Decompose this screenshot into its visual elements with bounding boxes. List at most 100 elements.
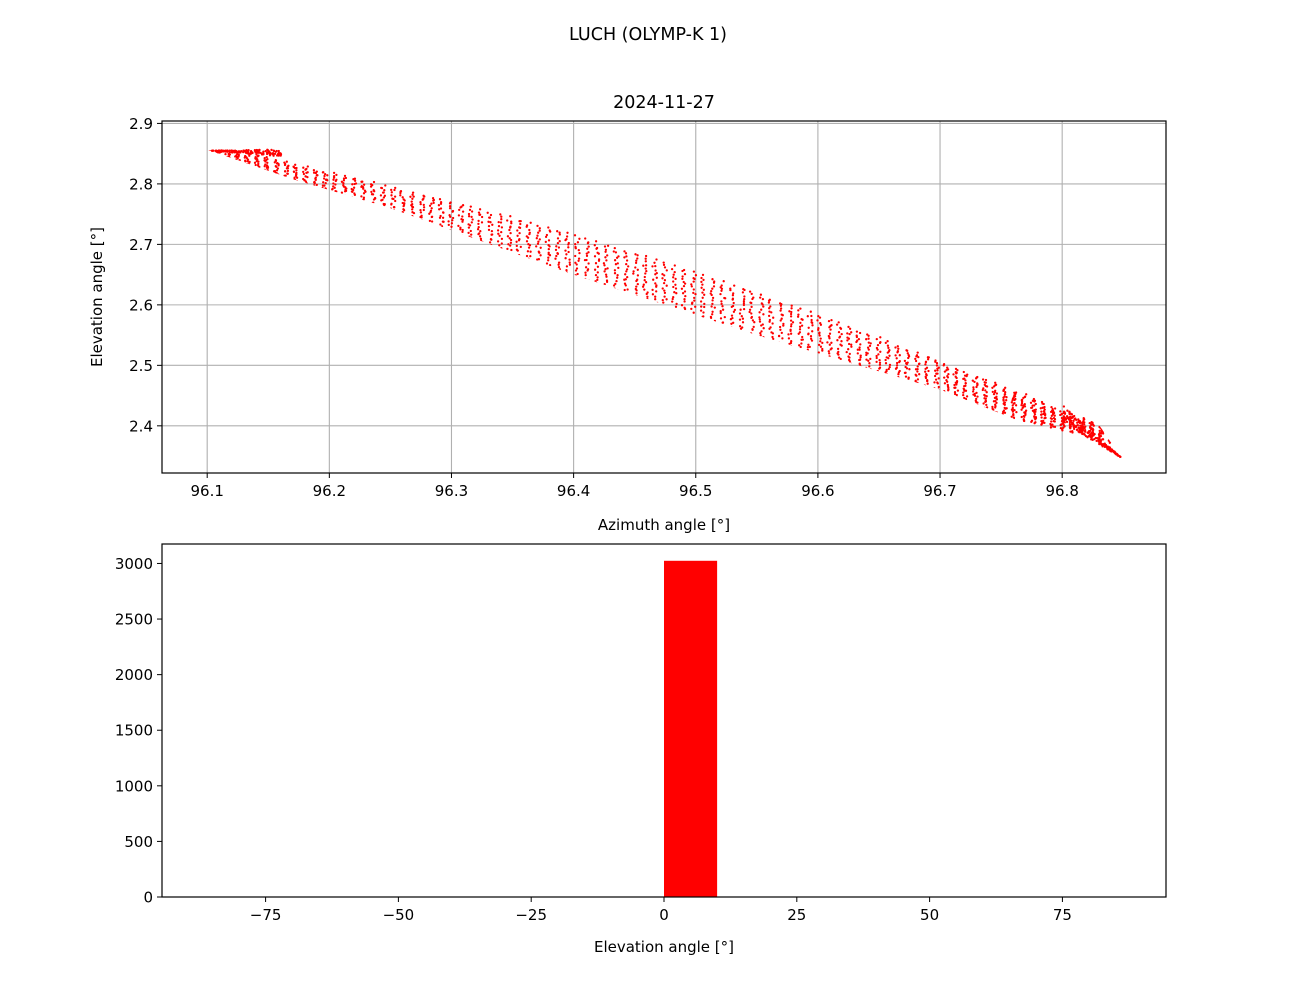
scatter-point (583, 291, 587, 294)
scatter-point (350, 187, 353, 191)
histogram-x-tick-label: 0 (659, 906, 669, 924)
scatter-point (215, 158, 218, 161)
scatter-point (379, 207, 383, 210)
scatter-point (945, 379, 948, 382)
scatter-point (267, 177, 270, 180)
scatter-point (314, 188, 317, 192)
scatter-point (982, 402, 985, 405)
scatter-point (877, 353, 880, 356)
scatter-point (636, 316, 639, 319)
scatter-point (272, 149, 276, 153)
scatter-point (411, 222, 414, 225)
scatter-point (624, 309, 628, 312)
scatter-point (1109, 426, 1112, 429)
scatter-point (226, 159, 229, 163)
histogram-y-tick-label: 1500 (115, 722, 153, 740)
scatter-point (1040, 416, 1043, 419)
scatter-point (584, 277, 587, 281)
scatter-point (351, 201, 354, 204)
scatter-point (937, 377, 940, 380)
scatter-point (868, 344, 872, 348)
scatter-point (779, 309, 782, 312)
scatter-point (624, 278, 627, 281)
scatter-point (497, 220, 500, 224)
scatter-point (428, 223, 431, 226)
scatter-point (1089, 425, 1092, 428)
scatter-point (420, 228, 423, 231)
scatter-point (1116, 453, 1120, 457)
scatter-point (380, 186, 383, 190)
scatter-point (1029, 401, 1033, 404)
scatter-point (380, 214, 383, 217)
scatter-point (461, 215, 464, 218)
scatter-point (856, 368, 860, 371)
scatter-point (587, 245, 590, 248)
scatter-point (946, 383, 949, 387)
scatter-point (972, 393, 975, 396)
scatter-point (343, 195, 346, 198)
scatter-point (711, 287, 714, 290)
scatter-point (234, 160, 237, 163)
scatter-point (719, 317, 723, 320)
scatter-point (411, 211, 414, 214)
scatter-point (710, 289, 713, 293)
scatter-point (536, 224, 539, 228)
scatter-point (681, 277, 684, 281)
scatter-point (266, 161, 269, 164)
scatter-point (481, 241, 484, 244)
scatter-point (243, 168, 246, 172)
scatter-point (547, 239, 551, 242)
scatter-point (953, 383, 956, 387)
scatter-point (934, 393, 937, 396)
scatter-point (500, 230, 503, 234)
scatter-point (654, 295, 657, 298)
scatter-point (556, 237, 560, 240)
scatter-point (1033, 415, 1036, 418)
scatter-points (208, 141, 1122, 459)
scatter-point (382, 196, 386, 199)
scatter-point (672, 276, 675, 279)
scatter-point (731, 316, 734, 320)
scatter-point (432, 201, 435, 205)
scatter-point (972, 386, 975, 389)
scatter-point (342, 177, 346, 180)
scatter-point (583, 290, 587, 293)
scatter-point (302, 172, 306, 176)
scatter-point (468, 208, 472, 212)
scatter-point (985, 403, 988, 407)
scatter-point (516, 270, 519, 273)
scatter-point (917, 390, 920, 394)
scatter-point (652, 278, 655, 281)
scatter-point (858, 358, 862, 361)
histogram-x-tick-label: −25 (515, 906, 547, 924)
scatter-point (759, 346, 762, 350)
scatter-point (806, 348, 809, 352)
scatter-point (1120, 441, 1121, 444)
scatter-point (516, 234, 519, 237)
scatter-point (750, 305, 753, 309)
scatter-point (758, 353, 761, 356)
scatter-point (1082, 426, 1085, 429)
scatter-point (1071, 431, 1074, 434)
scatter-point (352, 206, 355, 209)
scatter-point (460, 245, 463, 248)
scatter-point (857, 337, 861, 341)
scatter-point (1025, 393, 1028, 396)
scatter-point (612, 284, 616, 287)
scatter-point (603, 283, 606, 286)
scatter-point (984, 378, 988, 382)
scatter-point (859, 343, 862, 346)
scatter-point (381, 191, 385, 194)
scatter-point (1119, 455, 1122, 459)
scatter-point (683, 298, 686, 301)
scatter-point (393, 195, 397, 198)
scatter-point (624, 252, 628, 255)
scatter-point (749, 332, 753, 335)
scatter-point (470, 233, 473, 236)
scatter-point (848, 352, 851, 356)
scatter-point (971, 390, 975, 393)
scatter-point (555, 245, 558, 248)
scatter-point (1120, 444, 1121, 447)
scatter-point (1119, 436, 1121, 439)
scatter-point (216, 157, 219, 161)
